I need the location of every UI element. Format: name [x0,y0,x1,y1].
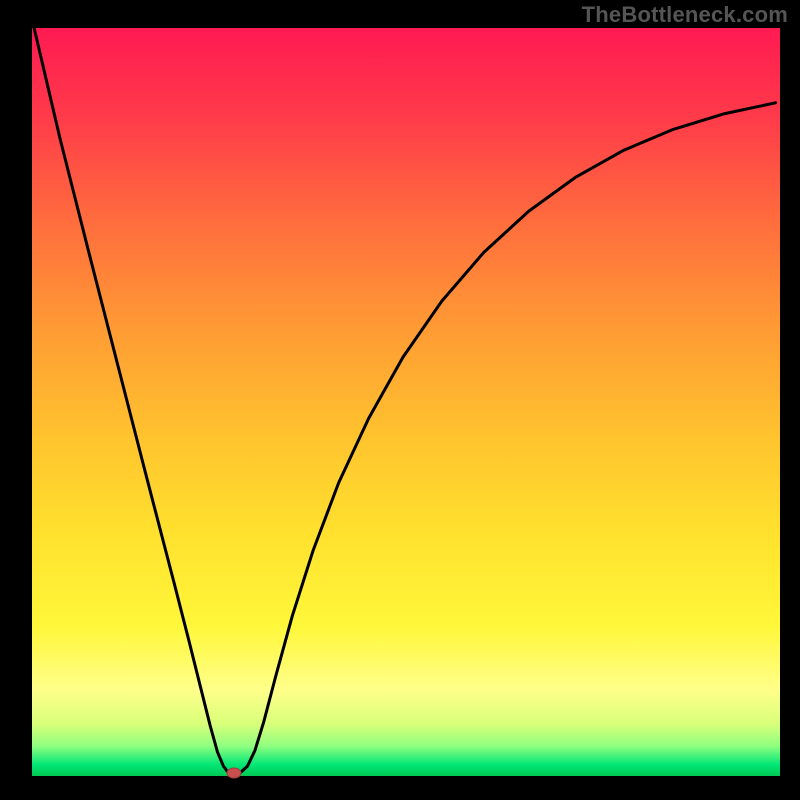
chart-container: TheBottleneck.com [0,0,800,800]
bottleneck-chart [0,0,800,800]
plot-background [32,28,780,776]
optimum-marker [227,768,241,778]
watermark-text: TheBottleneck.com [582,2,788,28]
